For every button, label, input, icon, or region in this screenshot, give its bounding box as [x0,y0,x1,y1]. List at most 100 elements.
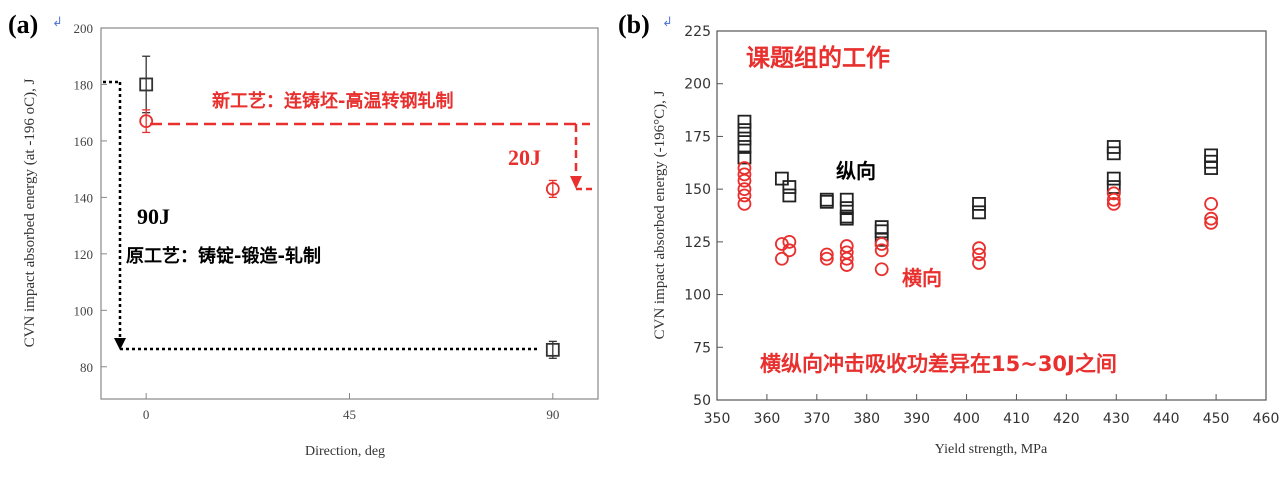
y-tick-label: 150 [684,182,711,198]
data-point-circle [1204,215,1218,230]
data-point-square [819,194,834,209]
data-point-square [1204,161,1218,175]
data-point-square [874,232,889,247]
data-point-square [972,205,986,220]
data-point-circle [737,173,752,188]
data-point-circle [874,262,889,277]
data-point-circle [972,241,986,256]
data-point-circle [874,243,889,258]
data-point-square [737,150,752,165]
x-tick-label: 0 [143,407,150,422]
data-point-square [545,342,560,357]
data-point-square [839,211,854,226]
x-tick-label: 400 [953,411,980,427]
panel-a: (a) ↲ 80 100 120 140 160 180 200 0 45 90 Directi… [8,10,599,459]
data-point-circle [782,234,797,249]
annotation-diff-old: 90J [137,204,170,229]
data-point-circle [972,247,986,262]
data-point-square [839,201,854,216]
x-axis-label-b: Yield strength, MPa [935,442,1048,457]
y-tick-label: 200 [74,21,94,36]
data-point-circle [737,167,752,182]
data-point-square [737,123,752,138]
x-tick-label: 360 [754,411,781,427]
data-point-circle [839,258,854,272]
x-tick-label: 350 [704,411,731,427]
data-point-circle [545,182,560,196]
x-tick-label: 90 [546,407,559,422]
y-tick-label: 100 [74,303,94,318]
data-point-square [1106,171,1121,186]
y-tick-label: 50 [693,393,711,409]
data-point-circle [874,237,889,251]
y-tick-label: 75 [693,340,711,356]
data-point-circle [1106,192,1121,207]
paragraph-mark-icon: ↲ [52,15,63,30]
arrow-down-black-icon [114,338,126,350]
data-point-circle [1204,211,1218,226]
data-points-a [139,55,560,359]
y-tick-label: 125 [684,235,711,251]
annotation-old-process: 原工艺：铸锭-锻造-轧制 [126,245,321,267]
x-tick-label: 390 [903,411,930,427]
data-point-circle [774,251,789,266]
data-point-square [774,171,789,186]
x-tick-label: 450 [1203,411,1230,427]
panel-a-label: (a) [8,10,38,39]
y-axis-ticks-a: 80 100 120 140 160 180 200 [74,21,107,375]
x-tick-label: 430 [1103,411,1130,427]
chart-title-b: 课题组的工作 [746,44,890,72]
y-tick-label: 225 [684,24,711,40]
y-axis-label-a: CVN impact absorbed energy (at -196 oC),… [22,78,38,347]
data-point-square [737,131,752,146]
label-longitudinal: 纵向 [836,159,876,183]
x-tick-label: 460 [1253,411,1280,427]
plot-area-a [100,27,599,400]
data-point-circle [1106,186,1121,201]
paragraph-mark-icon: ↲ [662,15,673,30]
arrow-down-red-icon [570,176,582,189]
data-point-square [139,77,154,92]
data-point-square [737,140,752,154]
x-tick-label: 420 [1053,411,1080,427]
y-tick-label: 140 [74,190,94,205]
data-point-circle [737,197,752,211]
data-point-circle [782,243,797,258]
annotation-note: 横纵向冲击吸收功差异在15~30J之间 [760,352,1117,376]
x-tick-label: 440 [1153,411,1180,427]
plot-area-b [716,30,1267,401]
panel-b: (b) ↲ 50 75 100 125 150 175 200 225 350 360 370 38… [618,10,1279,457]
data-point-square [972,197,986,211]
data-points-b [737,114,1218,277]
data-point-circle [1106,197,1121,211]
data-point-circle [819,251,834,266]
y-tick-label: 120 [74,247,94,262]
x-tick-label: 370 [803,411,830,427]
annotation-diff-new: 20J [508,145,541,170]
data-point-circle [972,256,986,270]
panel-b-label: (b) [618,10,650,39]
y-tick-label: 160 [74,134,94,149]
x-axis-ticks-b: 350 360 370 380 390 400 410 420 430 440 450 460 [704,394,1280,427]
data-point-circle [819,247,834,262]
label-transverse: 横向 [902,266,942,290]
data-point-circle [1204,197,1218,211]
x-axis-label-a: Direction, deg [305,444,385,459]
y-tick-label: 180 [74,77,94,92]
data-point-square [782,188,797,203]
data-point-circle [737,182,752,197]
data-point-circle [139,114,154,129]
data-point-square [737,114,752,129]
annotation-new-process: 新工艺：连铸坯-高温转钢轧制 [212,90,453,112]
data-point-circle [737,188,752,203]
y-axis-label-b: CVN impact absorbed energy (-196°C), J [652,90,668,339]
y-tick-label: 100 [684,288,711,304]
y-axis-ticks-b: 50 75 100 125 150 175 200 225 [684,24,723,409]
data-point-circle [839,251,854,266]
data-point-square [782,180,797,194]
x-tick-label: 410 [1003,411,1030,427]
data-point-square [839,192,854,207]
y-tick-label: 200 [684,77,711,93]
data-point-square [1106,146,1121,161]
